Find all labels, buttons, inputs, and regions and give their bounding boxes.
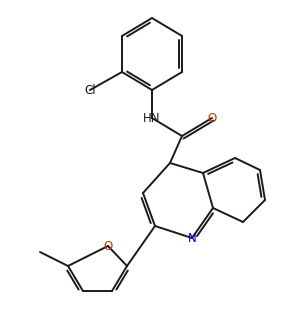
Text: HN: HN — [143, 111, 161, 124]
Text: O: O — [103, 240, 113, 252]
Text: Cl: Cl — [84, 84, 96, 96]
Text: O: O — [207, 111, 217, 124]
Text: N: N — [188, 231, 196, 245]
